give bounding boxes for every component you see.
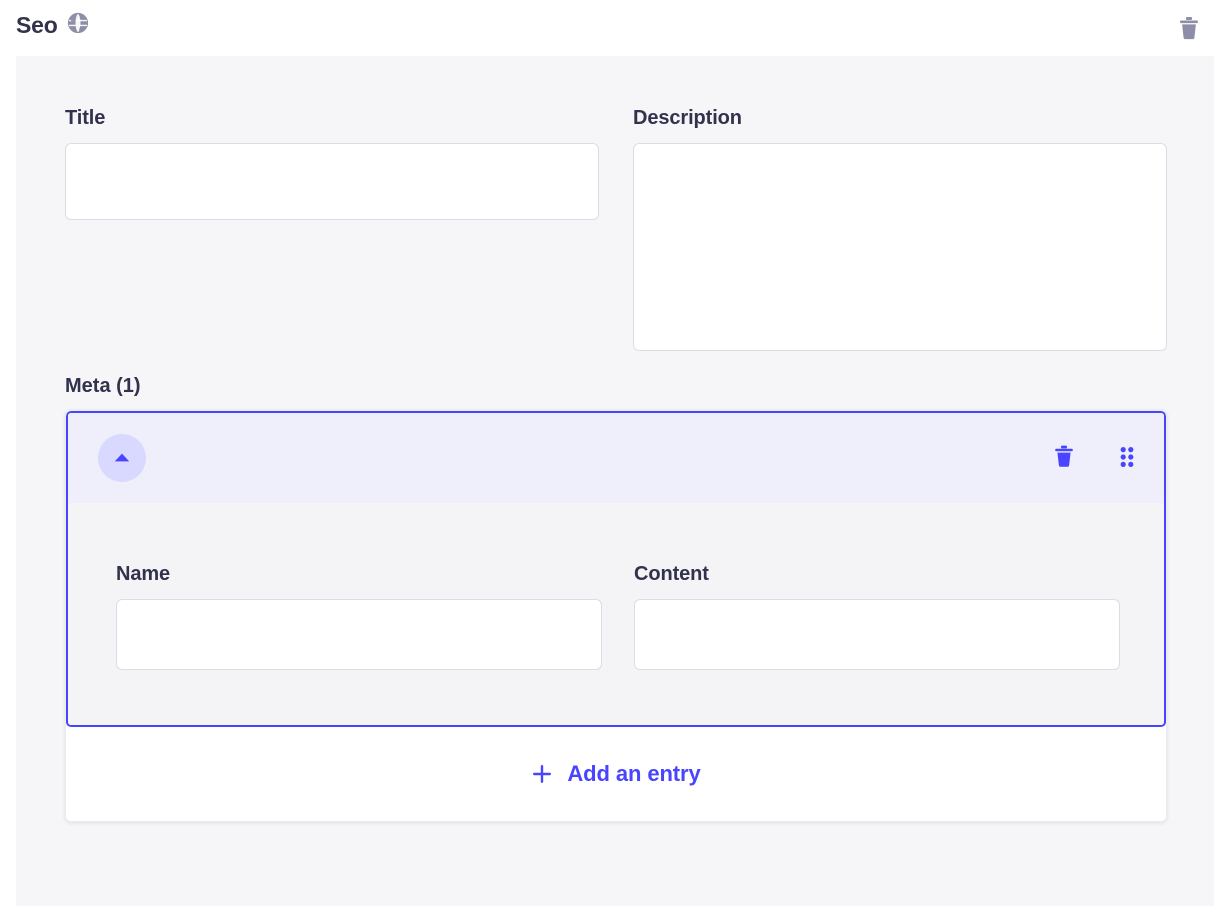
delete-component-button[interactable] (1176, 14, 1202, 44)
description-label: Description (633, 107, 742, 129)
trash-icon (1053, 444, 1075, 472)
meta-section: Meta (1) (65, 374, 1167, 822)
caret-up-icon (112, 450, 132, 467)
component-title-group: Seo (16, 10, 89, 40)
title-label: Title (65, 107, 106, 129)
meta-label: Meta (1) (65, 375, 141, 397)
panel-content: Title Description Meta (1) (65, 106, 1167, 822)
meta-entry-actions (1052, 445, 1138, 471)
add-an-entry-button[interactable]: Add an entry (531, 761, 701, 787)
meta-entry-body: Name Content (68, 503, 1164, 725)
description-field-group: Description (633, 106, 1167, 356)
description-textarea[interactable] (633, 143, 1167, 351)
add-entry-row[interactable]: Add an entry (66, 727, 1166, 821)
drag-handle-button[interactable] (1116, 445, 1138, 471)
collapse-entry-button[interactable] (98, 434, 146, 482)
component-panel: Title Description Meta (1) (16, 56, 1214, 906)
meta-entry-header (68, 413, 1164, 503)
name-label: Name (116, 563, 171, 585)
seo-fields-row: Title Description (65, 106, 1167, 374)
content-label: Content (634, 563, 709, 585)
page-title: Seo (16, 12, 58, 38)
meta-repeater: Name Content (65, 410, 1167, 822)
content-input[interactable] (634, 599, 1120, 670)
meta-entry-fields: Name Content (116, 562, 1120, 675)
globe-icon (67, 12, 89, 39)
title-input[interactable] (65, 143, 599, 220)
component-toolbar: Seo (0, 0, 1230, 56)
meta-entry-card: Name Content (66, 411, 1166, 727)
drag-handle-icon (1117, 445, 1137, 472)
delete-entry-button[interactable] (1052, 445, 1076, 471)
content-field-group: Content (634, 562, 1120, 670)
name-input[interactable] (116, 599, 602, 670)
title-field-group: Title (65, 106, 599, 220)
trash-icon (1177, 15, 1201, 44)
name-field-group: Name (116, 562, 602, 670)
plus-icon (531, 763, 553, 785)
add-entry-label: Add an entry (567, 761, 701, 786)
